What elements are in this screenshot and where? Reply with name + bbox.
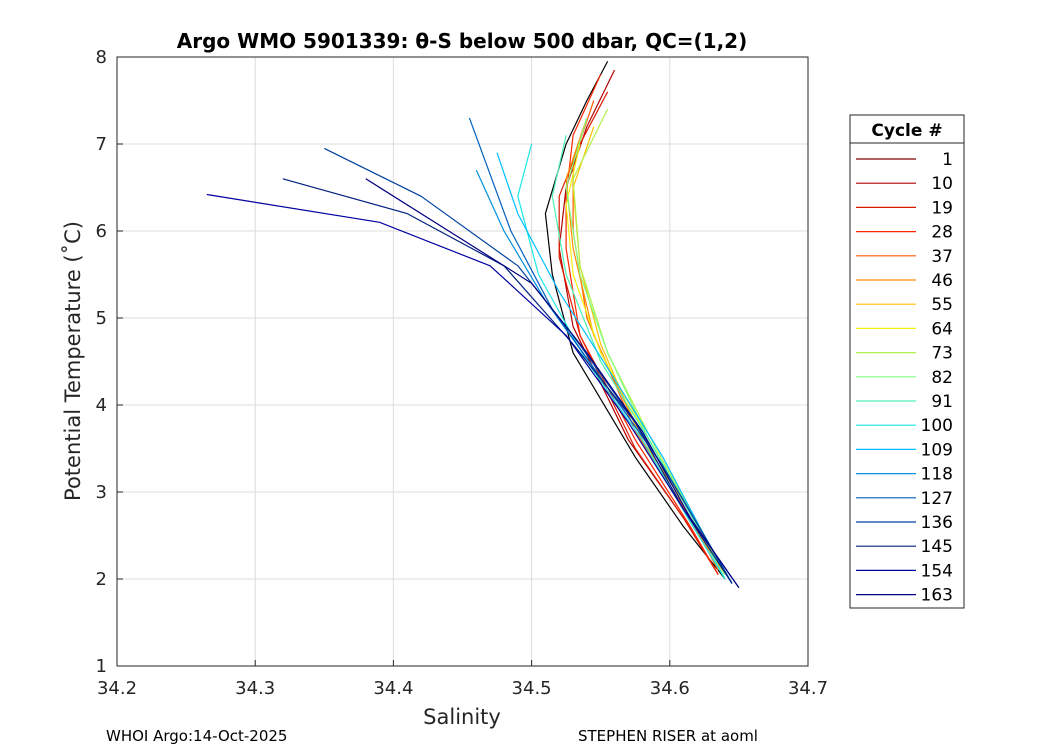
x-tick-labels: 34.2 34.3 34.4 34.5 34.6 34.7 [97,678,828,699]
x-tick-label: 34.7 [788,678,828,699]
legend-label: 136 [921,513,953,533]
series-line-cycle-154 [206,193,740,589]
y-tick-labels: 1 2 3 4 5 6 7 8 [96,47,107,677]
legend-label: 163 [921,586,953,606]
legend-label: 55 [931,295,953,315]
y-tick-label: 4 [96,395,107,416]
legend-label: 145 [921,537,953,557]
series-line-cycle-163 [365,178,740,589]
x-axis-label: Salinity [423,705,501,729]
legend-entries: 1 10 19 28 37 46 55 64 73 82 91 100 109 118 127 136 145 1… [856,150,953,606]
series-line-cycle-1 [544,61,726,580]
legend-label: 100 [921,416,953,436]
legend: Cycle # 1 10 19 28 37 46 55 64 73 82 91 100 109 118 12… [849,114,965,609]
x-tick-label: 34.3 [235,678,275,699]
legend-label: 73 [931,344,953,364]
legend-label: 109 [921,440,953,460]
legend-label: 154 [921,561,953,581]
legend-label: 28 [931,223,953,243]
footer-left: WHOI Argo:14-Oct-2025 [106,727,287,745]
legend-label: 19 [931,198,953,218]
footer-right: STEPHEN RISER at aoml [578,727,758,745]
legend-label: 37 [931,247,953,267]
x-tick-label: 34.6 [650,678,690,699]
x-tick-label: 34.5 [512,678,552,699]
legend-label: 64 [931,319,953,339]
chart-title: Argo WMO 5901339: θ-S below 500 dbar, QC… [177,29,747,53]
y-tick-label: 5 [96,308,107,329]
axes-box [116,56,809,667]
y-axis-label: Potential Temperature (˚C) [61,221,85,501]
legend-label: 1 [942,150,953,170]
x-tick-label: 34.4 [373,678,413,699]
legend-label: 127 [921,489,953,509]
legend-box [849,114,965,609]
legend-title: Cycle # [871,121,942,141]
y-tick-label: 6 [96,221,107,242]
series-group [206,61,740,589]
y-tick-label: 3 [96,482,107,503]
y-tick-label: 1 [96,656,107,677]
series-line-cycle-91 [551,135,726,580]
x-tick-label: 34.2 [97,678,137,699]
plot-area [117,57,808,666]
legend-label: 10 [931,174,953,194]
legend-label: 118 [921,465,953,485]
legend-label: 82 [931,368,953,388]
legend-label: 91 [931,392,953,412]
y-tick-label: 7 [96,134,107,155]
y-tick-label: 8 [96,47,107,68]
y-tick-label: 2 [96,569,107,590]
legend-label: 46 [931,271,953,291]
